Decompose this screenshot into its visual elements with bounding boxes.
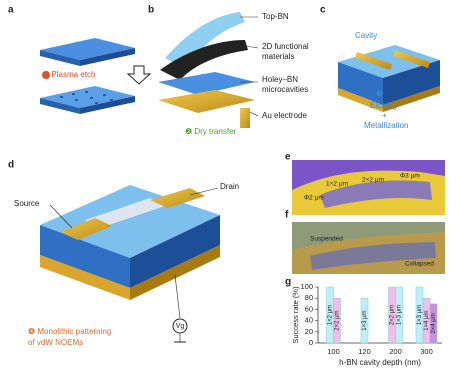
- electrode-lead: [240, 108, 250, 128]
- slab-side: [80, 48, 135, 66]
- leader: [189, 187, 219, 196]
- panel-label: g: [285, 277, 291, 288]
- drain-electrode: [150, 188, 205, 208]
- step-text: ❸: [376, 89, 383, 98]
- panel-label: f: [285, 210, 289, 221]
- block-side: [130, 215, 220, 288]
- y-tick-label: 40: [305, 316, 313, 325]
- micro-label: Suspended: [310, 236, 343, 243]
- holes: [60, 91, 113, 104]
- y-axis-title: Success rate (%): [291, 286, 300, 344]
- bar-label: 1×3 μm: [362, 310, 368, 330]
- y-tick-label: 60: [305, 304, 313, 313]
- micro-label: Φ3 μm: [400, 173, 420, 180]
- bar-label: 1×2 μm: [328, 305, 334, 325]
- cavity-label: Cavity: [355, 31, 377, 40]
- gate-label: Vg: [176, 323, 185, 330]
- wire: [174, 274, 181, 319]
- micro-label: 2×2 μm: [362, 177, 384, 184]
- arrow: [126, 65, 152, 85]
- slab: [40, 38, 135, 60]
- panel-label: d: [8, 160, 14, 171]
- electrode: [355, 52, 392, 70]
- slab-side: [40, 98, 80, 114]
- y-tick-label: 0: [309, 338, 313, 347]
- step-text: +: [382, 111, 387, 120]
- block-side: [40, 225, 130, 288]
- bar-label: 1×3 μm: [397, 305, 403, 325]
- panel-label: c: [320, 5, 326, 16]
- micro-label: 1×2 μm: [326, 181, 348, 188]
- electrode: [393, 50, 430, 68]
- micro-label: Φ2 μm: [304, 195, 324, 202]
- micrograph-region: [310, 242, 436, 270]
- micro-label: Collapsed: [405, 261, 434, 268]
- bar-label: 1×3 μm: [417, 305, 423, 325]
- block-gold: [383, 86, 440, 112]
- bar-label: 2×4 μm: [431, 313, 437, 333]
- layer-label: Top-BN: [262, 12, 289, 21]
- step-text: Etching: [370, 101, 397, 110]
- panel-label: b: [148, 5, 154, 16]
- bar: [395, 286, 403, 344]
- layer-top-bn: [165, 12, 245, 68]
- source-label: Source: [14, 199, 40, 208]
- electrode: [158, 90, 255, 113]
- block-side: [338, 62, 383, 105]
- slab: [40, 86, 135, 108]
- bar-label: 1×4 μm: [424, 310, 430, 330]
- step-dot: [42, 71, 50, 79]
- slab-side: [80, 96, 135, 114]
- x-tick-label: 300: [420, 347, 433, 356]
- step-text: ❷ Dry transfer: [185, 127, 237, 136]
- layer-holey: [158, 72, 255, 95]
- layer-label: materials: [262, 52, 294, 61]
- bar: [429, 303, 438, 344]
- layer-label: 2D functional: [262, 42, 309, 51]
- panel-label: a: [8, 5, 14, 16]
- panel-label: e: [285, 152, 291, 163]
- drain-label: Drain: [220, 182, 239, 191]
- x-tick-label: 120: [358, 347, 371, 356]
- y-tick-label: 80: [305, 293, 313, 302]
- y-tick-label: 20: [305, 327, 313, 336]
- membrane: [85, 198, 165, 228]
- slab-side: [40, 50, 80, 66]
- block-gold: [130, 245, 220, 300]
- x-tick-label: 100: [327, 347, 340, 356]
- x-axis-title: h-BN cavity depth (nm): [339, 358, 421, 367]
- block-gold: [40, 255, 130, 300]
- step-text: of vdW NOEMs: [28, 338, 83, 347]
- bar: [333, 297, 341, 344]
- leader: [49, 204, 73, 229]
- bar-label: 2×2 μm: [335, 310, 341, 330]
- y-tick-label: 100: [300, 282, 313, 291]
- source-electrode: [60, 218, 112, 240]
- bar-label: 2×2 μm: [390, 305, 396, 325]
- layer-label: Holey–BN: [262, 75, 298, 84]
- step-text: Metallization: [364, 121, 408, 130]
- leaders: [240, 16, 259, 117]
- block-gold: [338, 88, 383, 112]
- bar: [360, 297, 369, 344]
- block-top: [338, 45, 440, 78]
- layer-label: microcavities: [262, 85, 308, 94]
- layer-2d: [160, 40, 248, 80]
- block-side: [383, 60, 440, 105]
- micrograph-region: [320, 180, 432, 208]
- x-tick-label: 200: [389, 347, 402, 356]
- layer-label: Au electrode: [262, 111, 307, 120]
- step-text: ❹ Monolithic patterning: [28, 327, 111, 336]
- step-text: ❶ Plasma etch: [42, 70, 95, 79]
